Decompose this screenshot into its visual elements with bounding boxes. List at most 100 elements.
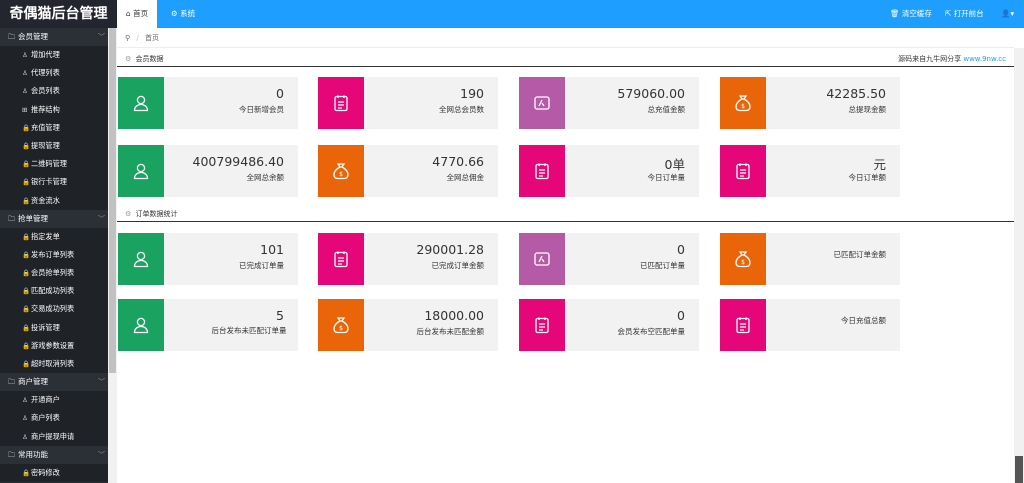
sidebar-item[interactable]: ♙ 开通商户 bbox=[0, 391, 117, 409]
sidebar-item[interactable]: 🔒提现管理 bbox=[0, 137, 117, 155]
stat-card: $4770.66 全网总佣金 bbox=[318, 145, 498, 197]
chevron-down-icon: ﹀ bbox=[98, 214, 105, 223]
stat-card-value: 42285.50 bbox=[826, 86, 886, 101]
external-link-icon: ⇱ bbox=[945, 9, 952, 18]
sidebar-item-label: 充值管理 bbox=[31, 122, 60, 132]
sidebar-item[interactable]: 🔒超时取消列表 bbox=[0, 355, 117, 373]
sidebar-item[interactable]: 🔒充值管理 bbox=[0, 119, 117, 137]
tab-system[interactable]: ⚙ 系统 bbox=[161, 0, 205, 28]
stat-card: 101 已完成订单量 bbox=[118, 233, 298, 285]
lock-icon: 🔒 bbox=[22, 468, 31, 477]
stat-card: 190 全网总会员数 bbox=[318, 77, 498, 129]
stat-card-value: 0单 bbox=[664, 157, 685, 172]
sidebar-item[interactable]: 🔒银行卡管理 bbox=[0, 173, 117, 191]
sidebar-item[interactable]: 🔒二维码管理 bbox=[0, 155, 117, 173]
sidebar-item-label: 二维码管理 bbox=[31, 159, 67, 169]
tab-home-label: 首页 bbox=[133, 9, 149, 18]
sidebar-item-label: 会员列表 bbox=[31, 86, 60, 96]
sidebar-item[interactable]: 🔒资金流水 bbox=[0, 192, 117, 210]
stat-card: 0 已匹配订单量 bbox=[519, 233, 699, 285]
sidebar-item-label: 开通商户 bbox=[31, 395, 60, 405]
lock-icon: 🔒 bbox=[22, 287, 31, 296]
lock-icon: 🔒 bbox=[22, 360, 31, 368]
sidebar-item[interactable]: 🔒投诉管理 bbox=[0, 319, 117, 337]
sidebar-scrollbar-thumb[interactable] bbox=[109, 28, 116, 373]
sidebar-item[interactable]: 🔒密码修改 bbox=[0, 464, 117, 482]
sidebar-item[interactable]: 🔒指定发单 bbox=[0, 228, 117, 246]
stat-card: 579060.00 总充值金额 bbox=[519, 77, 699, 129]
stat-card-value: 5 bbox=[276, 308, 284, 323]
sidebar-group-0[interactable]: 🗀 会员管理 ﹀ bbox=[0, 28, 117, 46]
svg-text:$: $ bbox=[741, 103, 745, 110]
sidebar-item-label: 推荐结构 bbox=[31, 104, 60, 114]
lock-icon: 🔒 bbox=[22, 232, 31, 241]
sidebar-item[interactable]: ♙ 会员列表 bbox=[0, 82, 117, 100]
sidebar-item[interactable]: ♙ 商户提现申请 bbox=[0, 428, 117, 446]
stat-card-icon-box bbox=[118, 77, 164, 129]
stat-card-icon-box bbox=[519, 145, 565, 197]
stat-card-icon-box bbox=[720, 145, 766, 197]
main-scrollbar[interactable] bbox=[1014, 48, 1024, 483]
sidebar-item[interactable]: ♙ 代理列表 bbox=[0, 64, 117, 82]
stat-card: 元今日订单额 bbox=[720, 145, 900, 197]
sidebar-item-label: 投诉管理 bbox=[31, 322, 60, 332]
sidebar-group-items: ♙ 开通商户 ♙ 商户列表 ♙ 商户提现申请 bbox=[0, 391, 117, 446]
stat-card-icon-box bbox=[318, 233, 364, 285]
stat-card: $18000.00 后台发布未匹配金额 bbox=[318, 299, 498, 351]
lock-icon: 🔒 bbox=[22, 323, 31, 332]
sidebar-item[interactable]: 🔒发布订单列表 bbox=[0, 246, 117, 264]
sidebar-item-label: 银行卡管理 bbox=[31, 177, 67, 187]
source-link[interactable]: www.9nw.cc bbox=[963, 55, 1006, 63]
sidebar-item[interactable]: 🔒匹配成功列表 bbox=[0, 282, 117, 300]
sidebar-group-items: 🔒密码修改 bbox=[0, 463, 117, 482]
stat-card-icon-box bbox=[118, 233, 164, 285]
user-menu[interactable]: 👤▾ bbox=[1001, 0, 1014, 28]
lock-icon: 🔒 bbox=[22, 305, 31, 314]
open-front-button[interactable]: ⇱ 打开前台 bbox=[945, 0, 984, 28]
sidebar-item[interactable]: 🔒交易成功列表 bbox=[0, 300, 117, 318]
stat-card-label: 已完成订单量 bbox=[239, 261, 284, 270]
clear-cache-button[interactable]: 🗑 清空缓存 bbox=[890, 0, 932, 28]
folder-icon: 🗀 bbox=[8, 450, 15, 459]
sidebar-item-label: 发布订单列表 bbox=[31, 249, 75, 259]
stat-card-label: 总提现金额 bbox=[848, 105, 887, 114]
sidebar-group-2[interactable]: 🗀 商户管理 ﹀ bbox=[0, 373, 117, 392]
user-icon: 👤▾ bbox=[1001, 9, 1015, 18]
stat-card-icon-box bbox=[720, 299, 766, 351]
sidebar-group-1[interactable]: 🗀 抢单管理 ﹀ bbox=[0, 209, 117, 228]
stat-card-value: 18000.00 bbox=[424, 308, 484, 323]
stat-card-label: 今日订单额 bbox=[848, 173, 887, 182]
sidebar-group-items: ♙ 增加代理 ♙ 代理列表 ♙ 会员列表 ⊞ 推荐结构 🔒充值管理 🔒提现管理 🔒二维码管理 🔒银行卡… bbox=[0, 46, 117, 210]
sidebar-group-label: 常用功能 bbox=[18, 449, 48, 459]
sidebar-group-3[interactable]: 🗀 常用功能 ﹀ bbox=[0, 445, 117, 464]
home-icon: ⌂ bbox=[125, 9, 131, 18]
sidebar-item[interactable]: 🔒游戏参数设置 bbox=[0, 337, 117, 355]
stat-card-value: 579060.00 bbox=[617, 86, 685, 101]
chevron-down-icon: ﹀ bbox=[98, 378, 105, 387]
sidebar-scrollbar[interactable] bbox=[108, 28, 117, 483]
user-icon: ♙ bbox=[22, 51, 28, 59]
sidebar: 奇偶猫后台管理 🗀 会员管理 ﹀ ♙ 增加代理 ♙ 代理列表 ♙ 会员列表 ⊞ 推荐结构 🔒充值管理 🔒… bbox=[0, 0, 117, 483]
lock-icon: 🔒 bbox=[22, 196, 31, 205]
breadcrumb-current[interactable]: 首页 bbox=[144, 34, 159, 42]
stat-card-value: 400799486.40 bbox=[192, 154, 284, 169]
stat-card-label: 今日新增会员 bbox=[239, 105, 284, 114]
stat-card-value: 0 bbox=[677, 242, 685, 257]
gear-icon: ⚙ bbox=[171, 9, 178, 18]
stat-card: $42285.50 总提现金额 bbox=[720, 77, 900, 129]
stat-card: 0 会员发布空匹配单量 bbox=[519, 299, 699, 351]
sidebar-item[interactable]: ♙ 商户列表 bbox=[0, 409, 117, 427]
clear-cache-label: 清空缓存 bbox=[901, 9, 932, 18]
user-icon: ♙ bbox=[22, 69, 28, 78]
user-icon: ♙ bbox=[22, 432, 28, 441]
settings-icon: ⚙ bbox=[125, 210, 132, 218]
sidebar-item[interactable]: ⊞ 推荐结构 bbox=[0, 101, 117, 119]
tab-home[interactable]: ⌂ 首页 bbox=[117, 0, 157, 28]
sidebar-item-label: 商户列表 bbox=[31, 413, 60, 423]
stat-card-label: 后台发布未匹配订单量 bbox=[211, 326, 287, 335]
sidebar-item[interactable]: 🔒会员抢单列表 bbox=[0, 264, 117, 282]
stat-card-value: 0 bbox=[276, 86, 284, 101]
chevron-down-icon: ﹀ bbox=[98, 33, 105, 41]
main-scrollbar-thumb[interactable] bbox=[1015, 456, 1023, 483]
sidebar-item[interactable]: ♙ 增加代理 bbox=[0, 46, 117, 64]
